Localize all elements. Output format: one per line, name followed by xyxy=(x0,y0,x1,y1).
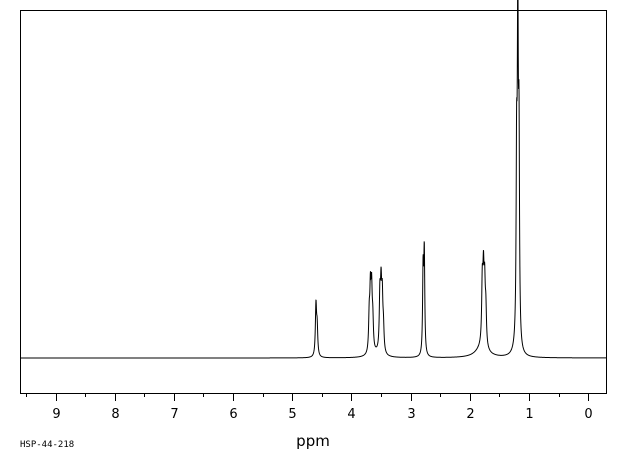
x-tick-label: 8 xyxy=(111,407,119,422)
x-axis-title: ppm xyxy=(296,432,330,450)
spectrum-line xyxy=(20,0,607,359)
spectrum-code-label: HSP-44-218 xyxy=(20,440,74,450)
x-tick-label: 5 xyxy=(288,407,296,422)
x-tick-label: 6 xyxy=(229,407,237,422)
x-tick-label: 2 xyxy=(466,407,474,422)
x-axis-ticks xyxy=(26,393,589,401)
x-tick-label: 9 xyxy=(52,407,60,422)
x-tick-label: 7 xyxy=(170,407,178,422)
x-tick-label: 1 xyxy=(525,407,533,422)
x-tick-label: 0 xyxy=(584,407,592,422)
x-tick-label: 4 xyxy=(347,407,355,422)
x-axis-tick-labels: 9 8 7 6 5 4 3 2 1 0 xyxy=(52,407,592,422)
x-tick-label: 3 xyxy=(407,407,415,422)
